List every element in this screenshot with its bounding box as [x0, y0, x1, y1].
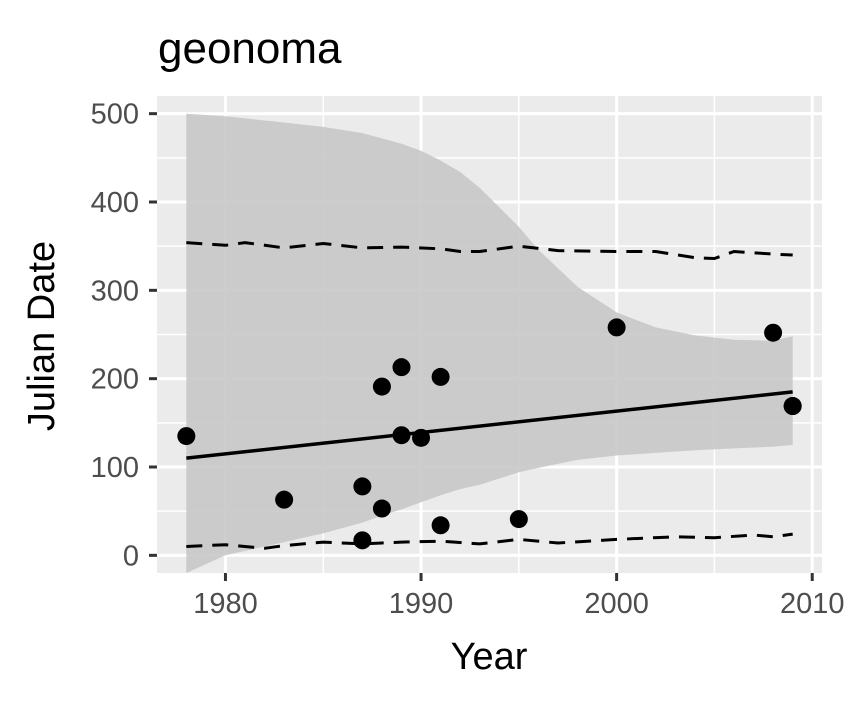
- lower-dashed-line: [186, 532, 793, 550]
- data-point: [353, 477, 372, 496]
- y-tick-label: 100: [91, 452, 139, 484]
- data-point: [177, 427, 196, 446]
- y-tick-label: 200: [91, 364, 139, 396]
- x-tick-label: 2000: [584, 588, 649, 620]
- data-point: [509, 510, 528, 529]
- data-point: [392, 426, 411, 445]
- plot-panel: [157, 96, 822, 573]
- trend-line: [186, 390, 793, 460]
- y-tick-label: 300: [91, 275, 139, 307]
- data-point: [275, 490, 294, 509]
- data-point: [412, 428, 431, 447]
- x-axis-title: Year: [451, 636, 528, 678]
- data-point: [431, 367, 450, 386]
- data-point: [607, 318, 626, 337]
- x-axis: 1980 1990 2000 2010: [193, 573, 844, 620]
- x-tick-label: 1980: [193, 588, 258, 620]
- data-point: [392, 358, 411, 377]
- confidence-band: [186, 113, 793, 573]
- data-point: [764, 323, 783, 342]
- data-point: [372, 499, 391, 518]
- data-points: [177, 318, 802, 550]
- data-point: [372, 377, 391, 396]
- y-axis-title: Julian Date: [21, 241, 63, 431]
- y-tick-label: 400: [91, 187, 139, 219]
- x-tick-label: 1990: [389, 588, 454, 620]
- data-point: [353, 531, 372, 550]
- x-tick-label: 2010: [780, 588, 844, 620]
- upper-dashed-line: [186, 241, 793, 261]
- data-point: [431, 516, 450, 535]
- chart-title: geonoma: [158, 24, 342, 73]
- y-axis: 0 100 200 300 400 500: [91, 99, 157, 572]
- data-point: [783, 397, 802, 416]
- y-tick-label: 500: [91, 99, 139, 131]
- y-tick-label: 0: [123, 540, 139, 572]
